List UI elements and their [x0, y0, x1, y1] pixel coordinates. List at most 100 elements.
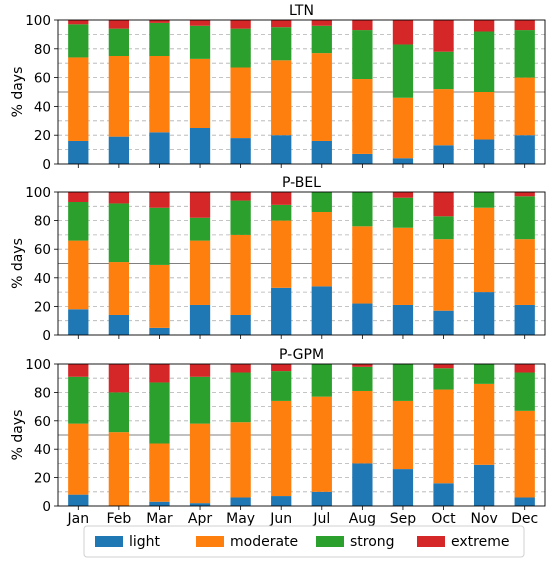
bar-extreme-aug	[352, 20, 373, 31]
legend-swatch	[95, 536, 123, 547]
bar-moderate-mar	[149, 264, 170, 328]
bar-light-may	[230, 497, 251, 506]
panel-title: P-BEL	[282, 175, 321, 191]
legend-swatch	[196, 536, 224, 547]
x-tick-label: Sep	[390, 511, 417, 527]
x-tick-label: Feb	[106, 511, 131, 527]
bar-extreme-dec	[514, 20, 535, 31]
bar-strong-mar	[149, 207, 170, 265]
bar-extreme-apr	[189, 192, 211, 218]
bar-light-oct	[433, 310, 454, 335]
y-tick-label: 100	[25, 185, 51, 201]
bar-moderate-feb	[108, 56, 130, 137]
bar-light-jul	[311, 140, 332, 164]
bar-moderate-sep	[392, 97, 414, 159]
bar-moderate-jul	[311, 212, 332, 287]
y-tick-label: 40	[34, 99, 51, 115]
x-tick-label: Aug	[349, 511, 376, 527]
bar-light-nov	[473, 464, 495, 506]
bar-moderate-dec	[514, 77, 535, 136]
legend-label: moderate	[230, 534, 298, 550]
legend-item-light: light	[95, 534, 161, 550]
y-tick-label: 0	[42, 157, 51, 173]
y-axis-label: % days	[10, 410, 26, 461]
bar-moderate-apr	[189, 58, 211, 128]
bar-extreme-mar	[149, 20, 170, 23]
bar-light-feb	[108, 136, 130, 164]
bar-extreme-aug	[352, 364, 373, 367]
legend-item-extreme: extreme	[417, 534, 509, 550]
bar-strong-dec	[514, 30, 535, 78]
bar-moderate-may	[230, 422, 251, 498]
bar-moderate-feb	[108, 432, 130, 506]
bar-strong-feb	[108, 203, 130, 263]
bar-extreme-oct	[433, 192, 454, 217]
bar-moderate-aug	[352, 390, 373, 464]
bar-extreme-may	[230, 20, 251, 29]
bar-extreme-sep	[392, 20, 414, 45]
y-tick-label: 60	[34, 71, 51, 87]
bar-moderate-apr	[189, 423, 211, 504]
bar-strong-dec	[514, 196, 535, 240]
bar-moderate-dec	[514, 410, 535, 498]
x-tick-label: Dec	[511, 511, 538, 527]
y-tick-label: 40	[34, 271, 51, 287]
bar-strong-feb	[108, 392, 130, 433]
bar-light-aug	[352, 153, 373, 164]
y-tick-label: 100	[25, 357, 51, 373]
bar-strong-jul	[311, 364, 332, 397]
bar-moderate-sep	[392, 400, 414, 470]
bar-moderate-nov	[473, 383, 495, 465]
bar-light-dec	[514, 497, 535, 506]
x-tick-label: Jan	[66, 511, 89, 527]
bar-moderate-oct	[433, 239, 454, 311]
axes-frame	[57, 363, 546, 507]
bar-moderate-jan	[68, 57, 89, 141]
bar-extreme-jan	[68, 192, 89, 203]
bar-extreme-apr	[189, 364, 211, 377]
bar-moderate-jun	[271, 60, 292, 136]
bar-light-dec	[514, 304, 535, 335]
y-tick-label: 20	[34, 128, 51, 144]
y-tick-label: 80	[34, 42, 51, 58]
bar-strong-may	[230, 372, 251, 423]
bar-extreme-jun	[271, 20, 292, 28]
x-tick-label: Apr	[188, 511, 212, 527]
bar-light-apr	[189, 503, 211, 506]
bar-moderate-dec	[514, 239, 535, 305]
legend-label: strong	[350, 534, 395, 550]
bar-light-nov	[473, 139, 495, 164]
bar-moderate-jul	[311, 53, 332, 141]
bar-extreme-jan	[68, 20, 89, 25]
bar-extreme-feb	[108, 20, 130, 29]
bar-moderate-jan	[68, 423, 89, 495]
bar-extreme-oct	[433, 364, 454, 369]
bar-light-dec	[514, 135, 535, 164]
bar-moderate-mar	[149, 443, 170, 502]
bar-strong-apr	[189, 376, 211, 424]
bar-light-apr	[189, 304, 211, 335]
bar-strong-may	[230, 28, 251, 68]
bar-strong-sep	[392, 44, 414, 98]
x-tick-label: Nov	[470, 511, 497, 527]
bar-extreme-may	[230, 364, 251, 373]
bar-light-mar	[149, 132, 170, 164]
panel-2: 0 20 40 60 80 100 P-BEL % days	[10, 175, 546, 344]
legend-label: extreme	[451, 534, 509, 550]
bar-moderate-may	[230, 234, 251, 315]
bar-light-nov	[473, 292, 495, 335]
bar-strong-oct	[433, 51, 454, 90]
bar-strong-jul	[311, 192, 332, 213]
panel-title: LTN	[289, 3, 314, 19]
bar-light-jan	[68, 140, 89, 164]
bar-moderate-jun	[271, 220, 292, 288]
bar-light-jul	[311, 491, 332, 506]
bar-light-sep	[392, 158, 414, 164]
bar-moderate-jan	[68, 240, 89, 310]
bar-moderate-aug	[352, 79, 373, 154]
bar-strong-apr	[189, 217, 211, 241]
bar-moderate-apr	[189, 240, 211, 305]
bar-light-jun	[271, 496, 292, 506]
y-tick-label: 60	[34, 414, 51, 430]
